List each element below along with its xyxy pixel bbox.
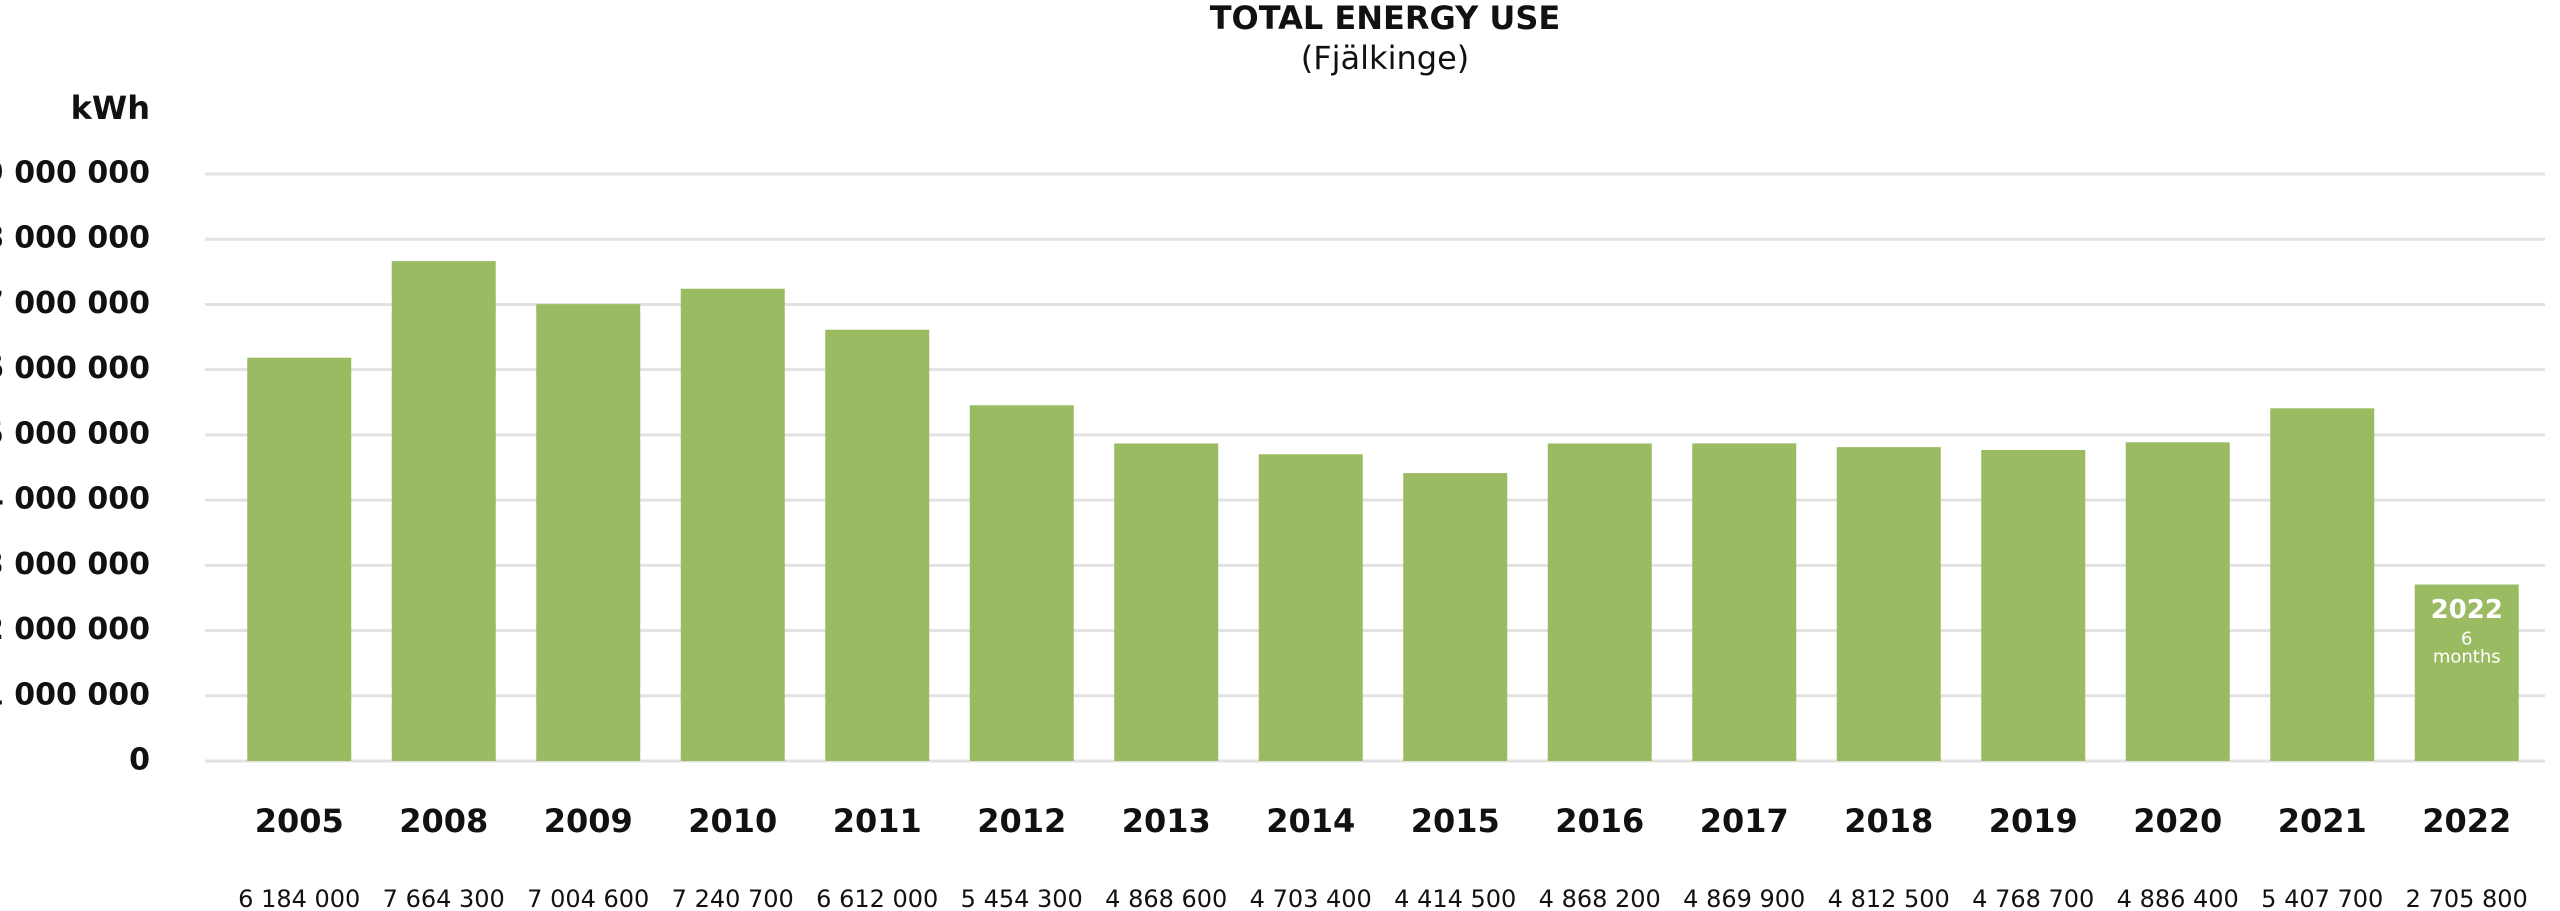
x-tick-label: 2005 (255, 802, 344, 840)
x-tick-label: 2013 (1122, 802, 1211, 840)
chart-title: TOTAL ENERGY USE (1210, 0, 1561, 37)
x-tick-label: 2009 (544, 802, 633, 840)
y-tick-label: 6 000 000 (0, 351, 150, 386)
bar (2270, 408, 2375, 761)
value-label: 4 768 700 (1972, 885, 2094, 911)
bar (536, 304, 641, 761)
chart-subtitle: (Fjälkinge) (1301, 39, 1469, 77)
bar (1114, 443, 1219, 761)
y-tick-label: 9 000 000 (0, 156, 150, 191)
value-label: 4 868 200 (1539, 885, 1661, 911)
x-tick-label: 2011 (833, 802, 922, 840)
value-label: 5 454 300 (961, 885, 1083, 911)
x-tick-label: 2008 (399, 802, 488, 840)
value-label: 6 184 000 (238, 885, 360, 911)
x-tick-label: 2010 (688, 802, 777, 840)
bar (680, 288, 785, 761)
x-tick-label: 2012 (977, 802, 1066, 840)
x-tick-label: 2018 (1844, 802, 1933, 840)
x-tick-label: 2021 (2278, 802, 2367, 840)
bar (2125, 442, 2230, 761)
bar (825, 329, 930, 761)
value-label: 7 240 700 (672, 885, 794, 911)
bar (1403, 473, 1508, 761)
y-tick-label: 5 000 000 (0, 416, 150, 451)
bar (1836, 447, 1941, 761)
y-tick-label: 0 (129, 743, 150, 778)
value-label: 4 886 400 (2117, 885, 2239, 911)
value-label: 4 414 500 (1394, 885, 1516, 911)
y-tick-label: 2 000 000 (0, 612, 150, 647)
value-label: 2 705 800 (2406, 885, 2528, 911)
value-label: 7 004 600 (527, 885, 649, 911)
value-label: 4 869 900 (1683, 885, 1805, 911)
bar (1692, 443, 1797, 761)
bar (247, 357, 352, 761)
value-label: 7 664 300 (383, 885, 505, 911)
x-tick-label: 2017 (1700, 802, 1789, 840)
x-tick-label: 2022 (2422, 802, 2511, 840)
y-tick-label: 7 000 000 (0, 286, 150, 321)
value-label: 5 407 700 (2261, 885, 2383, 911)
value-label: 4 703 400 (1250, 885, 1372, 911)
annotation-note: months (2433, 647, 2501, 668)
bar (1981, 449, 2086, 761)
value-label: 4 868 600 (1105, 885, 1227, 911)
annotation-label: 2022 (2431, 595, 2503, 625)
y-tick-label: 8 000 000 (0, 221, 150, 256)
value-label: 4 812 500 (1828, 885, 1950, 911)
annotation-note: 6 (2461, 629, 2472, 650)
y-tick-label: 1 000 000 (0, 677, 150, 712)
bar (1258, 454, 1363, 761)
x-tick-label: 2016 (1555, 802, 1644, 840)
x-tick-label: 2015 (1411, 802, 1500, 840)
x-tick-label: 2020 (2133, 802, 2222, 840)
y-axis-label: kWh (71, 89, 150, 127)
y-tick-label: 4 000 000 (0, 482, 150, 517)
bar (1547, 443, 1652, 761)
bar (969, 405, 1074, 761)
bar (391, 261, 496, 761)
bar (2414, 584, 2519, 761)
x-tick-label: 2019 (1989, 802, 2078, 840)
value-label: 6 612 000 (816, 885, 938, 911)
x-tick-label: 2014 (1266, 802, 1355, 840)
y-tick-label: 3 000 000 (0, 547, 150, 582)
